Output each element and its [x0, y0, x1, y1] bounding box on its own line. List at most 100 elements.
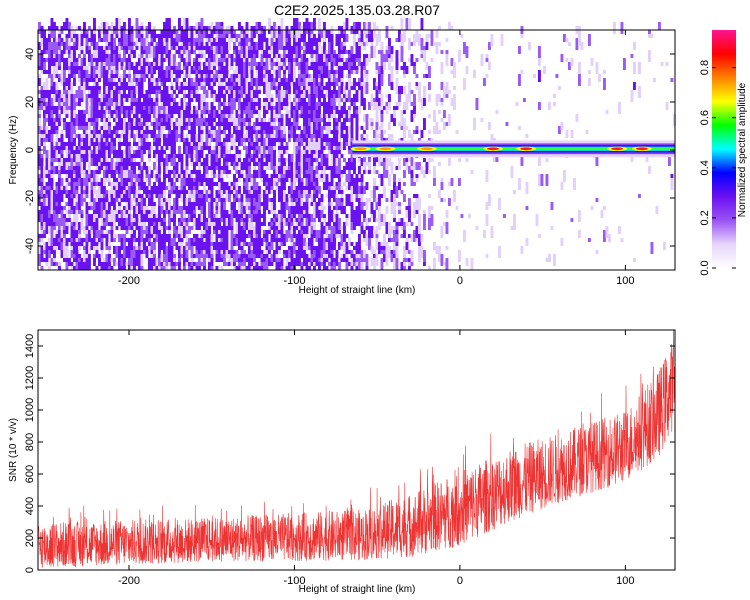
spectrogram-cell: [288, 206, 291, 210]
spectrogram-cell: [215, 234, 219, 246]
spectrogram-cell: [140, 94, 144, 98]
spectrogram-cell: [88, 162, 91, 174]
spectrogram-cell: [330, 54, 334, 58]
spectrogram-cell: [265, 86, 269, 90]
spectrogram-cell: [320, 54, 324, 58]
spectrogram-cell: [348, 78, 351, 90]
spectrogram-cell: [303, 90, 306, 98]
spectrogram-cell: [103, 114, 106, 118]
spectrogram-cell: [110, 38, 114, 42]
spectrogram-cell: [65, 166, 69, 170]
spectrogram-cell: [65, 170, 69, 174]
spectrogram-cell: [290, 266, 294, 270]
spectrogram-cell: [55, 182, 59, 186]
spectrogram-cell: [285, 218, 289, 222]
spectrogram-cell: [380, 194, 384, 198]
spectrogram-cell: [163, 186, 166, 190]
spectrogram-cell: [85, 66, 89, 70]
spectrogram-cell: [168, 154, 171, 162]
spectrogram-cell: [383, 166, 386, 178]
spectrogram-cell: [243, 266, 246, 270]
spectrogram-cell: [345, 94, 349, 98]
spectrogram-cell: [213, 74, 216, 78]
spectrogram-cell: [128, 82, 131, 86]
spectrogram-cell: [300, 262, 304, 266]
spectrogram-cell: [238, 170, 241, 174]
spectrogram-cell: [233, 154, 236, 158]
spectrogram-cell: [275, 134, 279, 138]
spectrogram-cell: [365, 74, 369, 82]
spectrogram-cell: [333, 70, 336, 74]
spectrogram-cell: [85, 214, 89, 226]
spectrogram-cell: [245, 62, 249, 74]
spectrogram-cell: [203, 158, 206, 162]
spectrogram-cell: [325, 30, 329, 38]
spectrogram-cell: [195, 54, 199, 58]
spectrogram-cell: [163, 50, 166, 54]
spectrogram-cell: [135, 122, 139, 130]
spectrogram-cell: [190, 66, 194, 74]
spectrogram-cell: [170, 178, 174, 182]
spectrogram-cell: [243, 118, 246, 126]
spectrogram-cell: [255, 158, 259, 162]
spectrogram-cell: [145, 58, 149, 62]
spectrogram-cell: [45, 82, 49, 90]
spectrogram-cell: [258, 134, 261, 138]
spectrogram-cell: [235, 210, 239, 218]
spectrogram-cell: [310, 166, 314, 170]
spectrogram-cell: [140, 250, 144, 254]
spectrogram-cell: [55, 262, 59, 266]
spectrogram-cell: [143, 114, 146, 126]
spectrogram-cell: [373, 98, 376, 110]
spectrogram-cell: [265, 98, 269, 110]
spectrogram-cell: [195, 66, 199, 70]
spectrogram-cell: [328, 122, 331, 126]
spectrogram-cell: [325, 250, 329, 254]
spectrogram-cell: [48, 250, 51, 258]
spectrogram-cell: [223, 86, 226, 90]
spectrogram-cell: [165, 86, 169, 94]
spectrogram-cell: [80, 214, 84, 218]
spectrogram-cell: [343, 62, 346, 70]
spectrogram-cell: [238, 150, 241, 154]
spectrogram-cell: [128, 142, 131, 146]
spectrogram-cell: [60, 214, 64, 226]
spectrogram-cell: [213, 118, 216, 122]
spectrogram-cell: [73, 78, 76, 86]
spectrogram-cell: [243, 218, 246, 230]
spectrogram-cell: [350, 98, 354, 102]
spectrogram-cell: [248, 174, 251, 178]
spectrogram-cell: [83, 158, 86, 170]
spectrogram-cell: [380, 130, 384, 142]
spectrogram-cell: [105, 70, 109, 82]
spectrogram-cell: [110, 258, 114, 262]
spectrogram-cell: [375, 170, 379, 174]
spectrogram-cell: [183, 202, 186, 210]
spectrogram-cell: [175, 154, 179, 158]
spectrogram-cell: [270, 26, 274, 30]
spectrogram-cell: [288, 246, 291, 250]
spectrogram-cell: [330, 202, 334, 206]
spectrogram-cell: [118, 146, 121, 150]
spectrogram-cell: [338, 110, 341, 122]
spectrogram-cell: [123, 242, 126, 250]
spectrogram-cell: [128, 118, 131, 122]
spectrogram-cell: [145, 206, 149, 210]
spectrogram-cell: [355, 214, 359, 222]
spectrogram-cell: [255, 210, 259, 214]
spectrogram-cell: [233, 254, 236, 258]
spectrogram-cell: [368, 118, 371, 122]
spectrogram-cell: [80, 166, 84, 170]
spectrogram-cell: [345, 178, 349, 182]
spectrogram-cell: [298, 134, 301, 142]
spectrogram-cell: [220, 94, 224, 98]
spectrogram-cell: [265, 182, 269, 186]
spectrogram-cell: [230, 154, 234, 162]
spectrogram-cell: [40, 254, 44, 258]
spectrogram-cell: [315, 234, 319, 242]
spectrogram-cell: [323, 258, 326, 262]
spectrogram-cell: [210, 78, 214, 82]
spectrogram-cell: [323, 50, 326, 54]
spectrogram-cell: [48, 90, 51, 102]
spectrogram-cell: [123, 190, 126, 194]
